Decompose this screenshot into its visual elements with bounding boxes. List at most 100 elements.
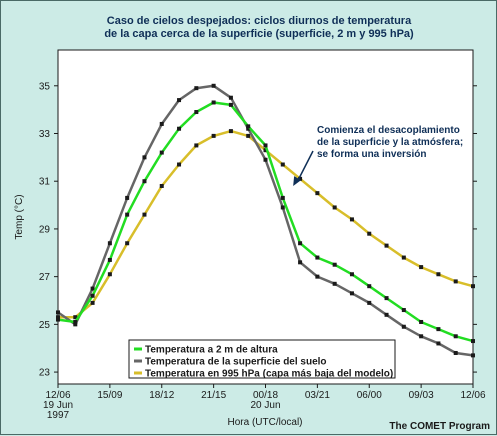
data-point [211,133,216,138]
data-point [401,308,406,313]
data-point [56,315,60,320]
y-axis-label: Temp (°C) [14,194,25,239]
data-point [263,157,268,162]
data-point [453,350,458,355]
data-point [228,95,233,100]
data-point [401,255,406,260]
data-point [177,126,182,131]
data-point [332,262,337,267]
chart-title-line-2: de la capa cerca de la superficie (super… [104,28,414,40]
data-point [56,310,60,315]
y-tick-label: 25 [39,320,51,331]
data-point [419,265,424,270]
y-tick-label: 23 [39,368,51,379]
data-point [280,162,285,167]
legend-entry: Temperatura en 995 hPa (capa más baja de… [145,369,393,380]
data-point [263,148,268,153]
data-point [453,279,458,284]
x-tick-label: 12/06 [460,390,485,401]
data-point [263,143,268,148]
data-point [228,129,233,134]
data-point [56,317,60,322]
x-tick-label: 03/21 [305,390,330,401]
data-point [107,272,112,277]
data-point [298,241,303,246]
data-point [471,353,475,358]
x-tick-label: 21/15 [201,390,226,401]
data-point [315,255,320,260]
data-point [194,110,199,115]
data-point [349,272,354,277]
data-point [471,284,475,289]
data-point [384,296,389,301]
data-point [332,205,337,210]
data-point [436,341,441,346]
data-point [194,86,199,91]
x-tick-label: 15/09 [97,390,122,401]
data-point [90,293,95,298]
series-layer [56,83,475,358]
data-point [142,179,147,184]
annotation-text: de la superficie y la atmósfera; [317,137,463,148]
x-tick-label: 06/00 [357,390,382,401]
x-tick-label: 18/12 [149,390,174,401]
data-point [228,102,233,107]
data-point [280,205,285,210]
data-point [159,121,164,126]
data-point [90,300,95,305]
x-tick-label: 09/03 [409,390,434,401]
legend-box [128,339,396,379]
data-point [384,243,389,248]
data-point [211,83,216,88]
data-point [298,260,303,265]
y-tick-label: 31 [39,177,51,188]
data-point [107,257,112,262]
data-point [246,133,251,138]
x-tick-label: 00/18 [253,390,278,401]
data-point [453,334,458,339]
data-point [471,339,475,344]
data-point [367,284,372,289]
data-point [73,319,78,324]
data-point [298,176,303,181]
data-point [332,281,337,286]
x-tick-label: 20 Jun [250,400,280,411]
data-point [367,300,372,305]
data-point [211,100,216,105]
data-point [107,241,112,246]
x-tick-label: 1997 [47,410,70,421]
data-point [73,315,78,320]
data-point [349,291,354,296]
y-tick-label: 27 [39,272,51,283]
data-point [159,150,164,155]
data-point [436,272,441,277]
data-point [419,319,424,324]
data-point [367,231,372,236]
annotation-arrowhead [293,176,302,186]
data-point [194,143,199,148]
data-point [177,162,182,167]
credit-text: The COMET Program [389,421,490,432]
legend-entry: Temperatura de la superficie del suelo [145,357,327,368]
data-point [73,322,78,327]
annotation-arrow [296,150,314,183]
x-tick-label: 12/06 [45,390,70,401]
data-point [90,286,95,291]
x-tick-label: 19 Jun [43,400,73,411]
data-point [315,274,320,279]
data-point [315,191,320,196]
data-point [125,241,130,246]
x-axis-label: Hora (UTC/local) [227,417,302,428]
data-point [280,195,285,200]
y-axis: 23 25 27 29 31 33 35 [39,81,477,379]
annotation-text: Comienza el desacoplamiento [317,125,460,136]
y-tick-label: 33 [39,129,51,140]
data-point [246,126,251,131]
data-point [142,155,147,160]
data-point [401,324,406,329]
data-point [125,195,130,200]
